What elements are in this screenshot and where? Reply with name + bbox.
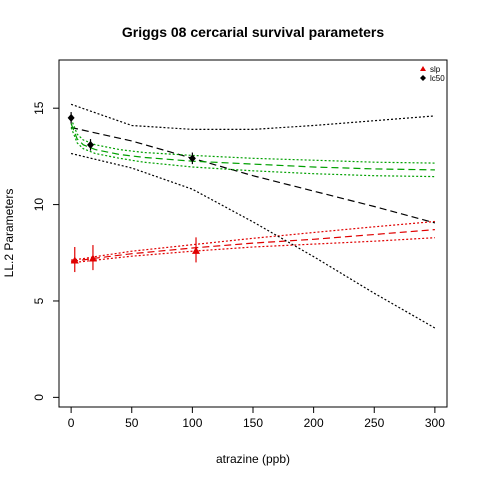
legend-marker bbox=[420, 75, 426, 81]
confidence-lower-line bbox=[71, 237, 435, 264]
x-tick-label: 250 bbox=[364, 416, 384, 430]
confidence-upper-line bbox=[70, 118, 435, 164]
legend-marker bbox=[420, 66, 426, 71]
data-point bbox=[67, 113, 75, 122]
confidence-lower-line bbox=[70, 152, 436, 329]
confidence-upper-line bbox=[70, 103, 435, 130]
chart-title: Griggs 08 cercarial survival parameters bbox=[122, 24, 384, 40]
x-tick-label: 0 bbox=[68, 416, 75, 430]
legend-label: lc50 bbox=[430, 74, 445, 83]
fit-line bbox=[70, 123, 435, 171]
fit-line bbox=[70, 126, 436, 224]
x-tick-label: 150 bbox=[243, 416, 263, 430]
x-tick-label: 200 bbox=[304, 416, 324, 430]
x-tick-label: 100 bbox=[182, 416, 202, 430]
data-point bbox=[88, 254, 97, 262]
y-axis: 0 5 10 15 bbox=[32, 101, 60, 401]
y-tick-label: 0 bbox=[32, 394, 46, 401]
x-axis: 0 50 100 150 200 250 300 bbox=[68, 406, 445, 430]
fit-lines bbox=[70, 103, 436, 329]
legend-label: slp bbox=[430, 65, 441, 74]
data-point bbox=[70, 256, 79, 264]
fit-line bbox=[71, 229, 435, 263]
data-points bbox=[67, 112, 201, 273]
x-tick-label: 300 bbox=[425, 416, 445, 430]
y-tick-label: 15 bbox=[32, 101, 46, 115]
y-tick-label: 5 bbox=[32, 297, 46, 304]
x-tick-label: 50 bbox=[125, 416, 139, 430]
data-point bbox=[192, 246, 201, 254]
y-tick-label: 10 bbox=[32, 198, 46, 212]
data-point bbox=[188, 154, 196, 163]
y-axis-label: LL.2 Parameters bbox=[2, 189, 16, 278]
x-axis-label: atrazine (ppb) bbox=[216, 452, 290, 466]
data-point bbox=[87, 140, 95, 149]
confidence-lower-line bbox=[70, 127, 435, 178]
confidence-upper-line bbox=[71, 220, 435, 261]
